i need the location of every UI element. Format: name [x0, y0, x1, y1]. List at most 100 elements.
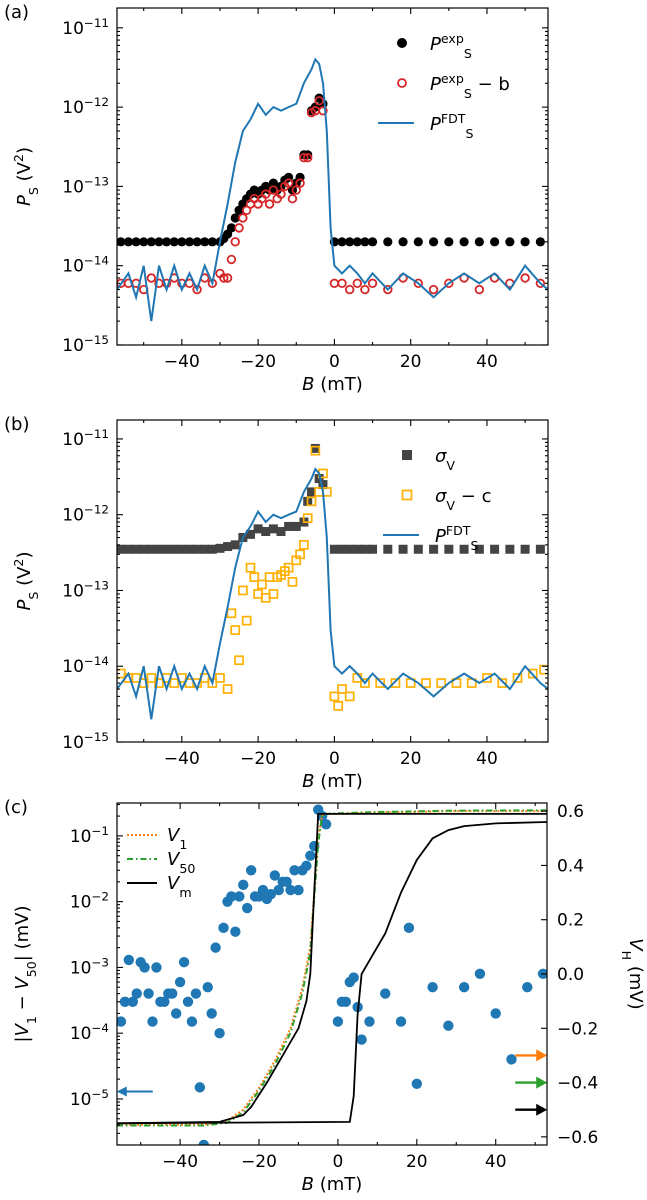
legend-label: PexpS − b [430, 71, 510, 101]
y-right-tick-label-part: −0.6 [557, 1128, 598, 1148]
legend-label: PexpS [430, 31, 472, 61]
x-tick-label: 20 [406, 1152, 428, 1172]
series--v1-v50--point [186, 1016, 198, 1027]
series--v1-v50--point [206, 1008, 217, 1019]
y-right-tick-label: −0.2 [557, 1019, 598, 1039]
panel-label-part: (b) [4, 414, 29, 435]
x-tick-label-part: 40 [485, 1152, 507, 1172]
y-tick-label-part: −14 [84, 254, 109, 268]
series-p-s-exp-b-point [383, 284, 393, 295]
y-right-tick-label-part: 0.0 [557, 965, 584, 985]
x-tick-label-part: 0 [329, 749, 340, 769]
y-tick-label-part: 10 [62, 430, 84, 450]
y-tick-label-part: 10 [70, 827, 92, 847]
series-p-s-exp-point [200, 237, 210, 247]
series-p-s-exp-b-point [291, 185, 301, 195]
y-tick-label: 10−1 [70, 824, 109, 847]
series-sigma-v-point [413, 544, 423, 554]
series--v1-v50--point [285, 884, 296, 896]
series--v1-v50--point [356, 1034, 367, 1045]
y-axis-label-part: P [14, 195, 35, 206]
x-tick-label-part: 40 [476, 352, 498, 372]
x-tick-label-part: 0 [333, 1152, 344, 1172]
y-tick-label-part: 10 [70, 1024, 92, 1044]
series-sigma-v-point [215, 543, 225, 553]
series-p-s-exp-point [131, 237, 141, 247]
series-sigma-v-point [123, 544, 133, 554]
series-sigma-v-point [207, 544, 217, 554]
legend-label-part: P [430, 34, 441, 55]
series-sigma-v-point [490, 544, 500, 554]
series-sigma-v-c-point [337, 684, 347, 694]
series-p-s-exp-b-point [318, 106, 328, 116]
y-right-tick-label-part: 0.2 [557, 911, 584, 931]
legend-label: σV [435, 446, 455, 473]
series-sigma-v-point [329, 544, 339, 554]
series-sigma-v-point [223, 542, 233, 552]
panel-label: (a) [4, 2, 29, 23]
y-right-tick-label: 0.4 [557, 856, 584, 876]
series-sigma-v-c-point [333, 701, 344, 711]
x-tick-label: −20 [240, 749, 276, 769]
series-sigma-v-point [368, 544, 378, 554]
x-tick-label-part: −20 [240, 749, 276, 769]
legend-label-part: 1 [179, 837, 187, 852]
series-sigma-v-point [337, 544, 347, 554]
series--v1-v50--point [198, 1139, 209, 1145]
y-right-tick-label-part: −0.2 [557, 1019, 598, 1039]
panel-label-part: (c) [4, 797, 28, 818]
series--v1-v50--point [139, 962, 150, 973]
series-sigma-v-c-point [436, 678, 447, 688]
series-p-s-exp-point [444, 237, 454, 247]
plot-area [117, 804, 547, 1145]
y-tick-label-part: 10 [62, 657, 84, 677]
panel-label: (c) [4, 797, 28, 818]
y-tick-label: 10−5 [70, 1087, 109, 1110]
legend-label: Vm [167, 873, 192, 900]
series--v1-v50--point [506, 1054, 517, 1065]
x-tick-label-part: 40 [476, 749, 498, 769]
y-axis-label-part: 2 [11, 154, 26, 162]
series-p-s-exp-point [184, 237, 195, 247]
y-tick-label: 10−14 [62, 654, 109, 677]
y-tick-label: 10−15 [62, 730, 109, 753]
series-p-s-exp-b-point [299, 153, 309, 163]
series--v1-v50--point [301, 860, 312, 872]
series--v1-v50--point [174, 976, 186, 988]
legend-label-part: exp [441, 31, 464, 46]
series--v1-v50--point [210, 942, 221, 953]
series--v1-v50--point [245, 865, 257, 876]
legend-label-part: FDT [441, 111, 466, 126]
series-sigma-v-point [352, 544, 362, 554]
series-p-s-exp-point [169, 237, 179, 247]
plot-area [117, 57, 548, 322]
series--v1-v50--point [123, 954, 135, 966]
series--v1-v50--point [234, 891, 245, 902]
series-sigma-v-c-point [154, 678, 164, 688]
legend-label: σV − c [435, 486, 491, 513]
series-sigma-v-c-point [375, 678, 386, 688]
series-sigma-v-c-point [421, 678, 431, 688]
x-axis-label-part: B [302, 771, 314, 792]
series-v-m-line [117, 813, 547, 1125]
series--v1-v50--point [257, 884, 269, 896]
legend-label-part: S [471, 538, 479, 553]
series--v1-v50--point [522, 982, 533, 993]
series--v1-v50--point [305, 850, 316, 861]
series-p-s-exp-point [226, 223, 237, 233]
series-sigma-v-c-point [295, 549, 305, 560]
legend-label-part: V [167, 849, 181, 870]
x-tick-label-part: −20 [240, 352, 276, 372]
series-sigma-v-c-point [257, 579, 267, 590]
series--v1-v50--point [218, 922, 229, 934]
series-sigma-v-c-point [245, 562, 256, 573]
y-tick-label-part: −11 [84, 427, 109, 441]
series-p-s-exp-b-point [234, 223, 244, 233]
series-p-s-exp-b-point [268, 185, 279, 195]
y-tick-label-part: 10 [62, 177, 84, 197]
x-tick-label-part: −40 [164, 352, 200, 372]
series-sigma-v-c-point [497, 678, 508, 688]
series-sigma-v-point [444, 544, 454, 554]
x-tick-label: 20 [400, 749, 422, 769]
